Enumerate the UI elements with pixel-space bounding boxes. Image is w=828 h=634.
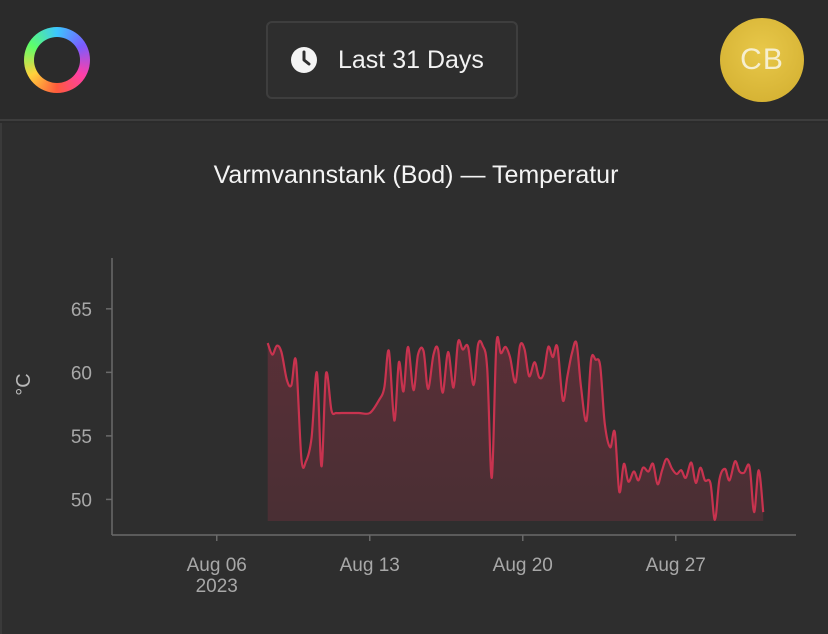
time-range-button[interactable]: Last 31 Days <box>266 21 518 99</box>
y-axis-label: °C <box>13 373 35 395</box>
y-tick-label: 60 <box>71 363 92 384</box>
x-tick-sublabel: 2023 <box>196 576 238 597</box>
time-range-label: Last 31 Days <box>338 45 484 74</box>
y-tick-label: 65 <box>71 300 92 321</box>
x-tick-label: Aug 13 <box>340 555 400 576</box>
y-tick-label: 50 <box>71 490 92 511</box>
clock-icon <box>291 47 317 73</box>
x-tick-label: Aug 20 <box>493 555 553 576</box>
x-tick-label: Aug 06 <box>187 555 247 576</box>
ring-logo-icon[interactable] <box>24 27 90 93</box>
y-tick-label: 55 <box>71 427 92 448</box>
top-bar: Last 31 Days CB <box>0 0 828 121</box>
chart-title: Varmvannstank (Bod) — Temperatur <box>213 161 619 189</box>
temperature-area-fill <box>267 336 764 521</box>
temperature-series-line <box>266 335 765 521</box>
chart-panel: Varmvannstank (Bod) — Temperatur <box>0 123 828 634</box>
user-avatar[interactable]: CB <box>720 18 804 102</box>
x-tick-label: Aug 27 <box>646 555 706 576</box>
avatar-initials: CB <box>740 43 784 76</box>
